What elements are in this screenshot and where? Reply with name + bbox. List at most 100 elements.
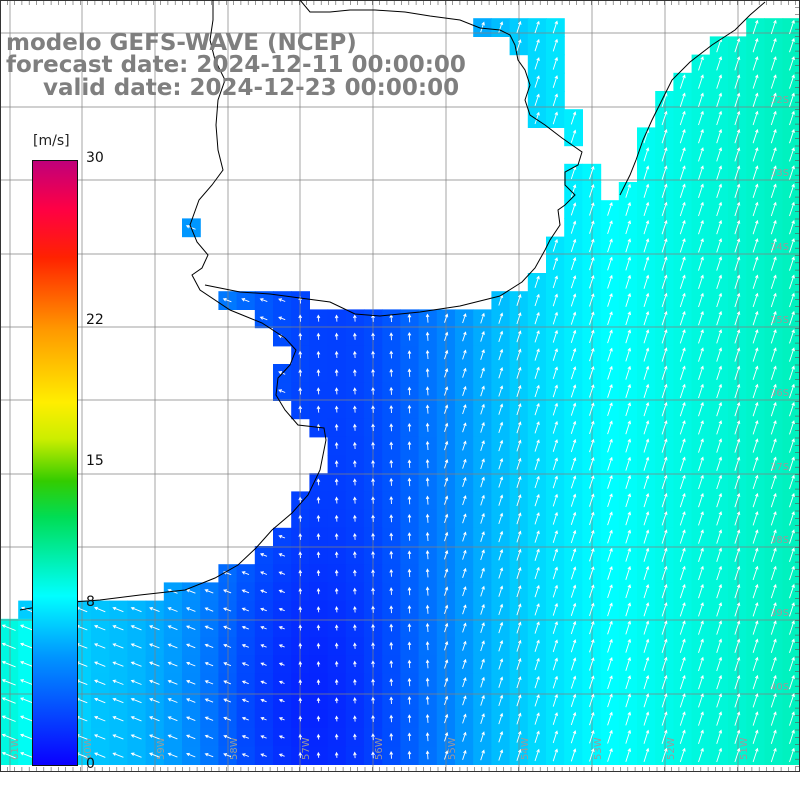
wind-arrow bbox=[204, 752, 214, 758]
wind-arrow bbox=[789, 329, 795, 344]
wind-arrow bbox=[498, 712, 504, 725]
wind-arrow bbox=[661, 256, 668, 271]
wind-arrow bbox=[389, 332, 394, 341]
wind-arrow bbox=[643, 674, 650, 690]
wind-arrow bbox=[552, 566, 559, 580]
wind-arrow bbox=[589, 584, 595, 598]
wind-arrow bbox=[752, 92, 759, 107]
wind-arrow bbox=[241, 298, 250, 303]
wind-arrow bbox=[716, 529, 723, 544]
wind-arrow bbox=[167, 698, 178, 703]
wind-arrow bbox=[260, 735, 267, 739]
wind-arrow bbox=[223, 625, 232, 630]
wind-arrow bbox=[679, 238, 686, 253]
wind-arrow bbox=[607, 274, 613, 289]
wind-arrow bbox=[661, 238, 668, 253]
wind-arrow bbox=[716, 547, 723, 562]
wind-arrow bbox=[789, 183, 795, 198]
wind-arrow bbox=[589, 165, 595, 180]
wind-arrow bbox=[679, 711, 686, 726]
wind-arrow bbox=[149, 734, 160, 740]
wind-arrow bbox=[407, 696, 412, 705]
wind-arrow bbox=[389, 605, 394, 614]
wind-arrow bbox=[444, 367, 449, 378]
wind-arrow bbox=[480, 403, 485, 415]
wind-arrow bbox=[149, 661, 160, 667]
wind-arrow bbox=[480, 731, 485, 743]
wind-arrow bbox=[462, 677, 467, 688]
wind-arrow bbox=[498, 385, 504, 397]
wind-arrow bbox=[316, 369, 321, 377]
wind-arrow bbox=[480, 458, 485, 470]
wind-arrow bbox=[353, 751, 357, 759]
wind-arrow bbox=[716, 492, 723, 508]
wind-arrow bbox=[752, 292, 759, 308]
wind-arrow bbox=[770, 693, 777, 708]
wind-arrow bbox=[570, 475, 577, 489]
wind-arrow bbox=[716, 183, 723, 198]
wind-speed-field bbox=[0, 18, 800, 765]
wind-arrow bbox=[552, 712, 559, 725]
wind-arrow bbox=[770, 674, 777, 690]
wind-arrow bbox=[186, 661, 196, 667]
wind-arrow bbox=[698, 110, 704, 126]
wind-arrow bbox=[698, 729, 704, 744]
wind-arrow bbox=[752, 656, 759, 672]
wind-arrow bbox=[752, 347, 759, 362]
wind-arrow bbox=[589, 384, 595, 398]
wind-arrow bbox=[734, 474, 741, 490]
wind-arrow bbox=[278, 698, 285, 703]
wind-arrow bbox=[480, 421, 485, 433]
wind-arrow bbox=[589, 347, 595, 362]
wind-arrow bbox=[752, 438, 759, 453]
wind-arrow bbox=[552, 493, 559, 507]
wind-arrow bbox=[130, 643, 142, 649]
wind-arrow bbox=[570, 347, 577, 362]
wind-arrow bbox=[516, 366, 522, 379]
wind-arrow bbox=[716, 693, 723, 708]
wind-arrow bbox=[770, 729, 777, 744]
wind-arrow bbox=[444, 659, 449, 669]
wind-arrow bbox=[607, 438, 613, 453]
wind-arrow bbox=[130, 606, 142, 613]
wind-arrow bbox=[625, 238, 632, 253]
wind-arrow bbox=[552, 748, 559, 762]
wind-arrow bbox=[570, 366, 577, 380]
wind-arrow bbox=[186, 752, 196, 758]
wind-arrow bbox=[334, 569, 339, 577]
wind-arrow bbox=[716, 656, 723, 672]
wind-arrow bbox=[534, 730, 540, 743]
wind-arrow bbox=[534, 512, 540, 525]
wind-arrow bbox=[149, 625, 160, 631]
wind-arrow bbox=[498, 548, 504, 561]
wind-arrow bbox=[241, 753, 249, 757]
wind-arrow bbox=[752, 583, 759, 599]
wind-arrow bbox=[112, 679, 124, 685]
wind-arrow bbox=[298, 697, 303, 704]
wind-arrow bbox=[334, 478, 339, 486]
wind-arrow bbox=[661, 456, 668, 471]
wind-arrow bbox=[734, 147, 741, 162]
wind-arrow bbox=[570, 620, 577, 635]
wind-arrow bbox=[516, 439, 522, 452]
wind-arrow bbox=[789, 711, 795, 726]
wind-arrow bbox=[389, 477, 394, 486]
wind-arrow bbox=[534, 748, 540, 762]
wind-arrow bbox=[752, 547, 759, 562]
wind-arrow bbox=[607, 238, 613, 253]
wind-arrow bbox=[770, 74, 777, 89]
wind-arrow bbox=[607, 383, 613, 398]
wind-arrow bbox=[789, 456, 795, 471]
wind-arrow bbox=[371, 714, 375, 722]
wind-arrow bbox=[352, 532, 357, 540]
wind-arrow bbox=[625, 347, 632, 362]
wind-arrow bbox=[371, 478, 375, 486]
wind-arrow bbox=[716, 292, 723, 308]
wind-arrow bbox=[334, 679, 339, 686]
wind-arrow bbox=[589, 438, 595, 453]
wind-arrow bbox=[462, 385, 467, 396]
wind-arrow bbox=[462, 513, 467, 524]
wind-arrow bbox=[698, 219, 704, 235]
wind-arrow bbox=[716, 274, 723, 289]
wind-arrow bbox=[552, 311, 559, 325]
